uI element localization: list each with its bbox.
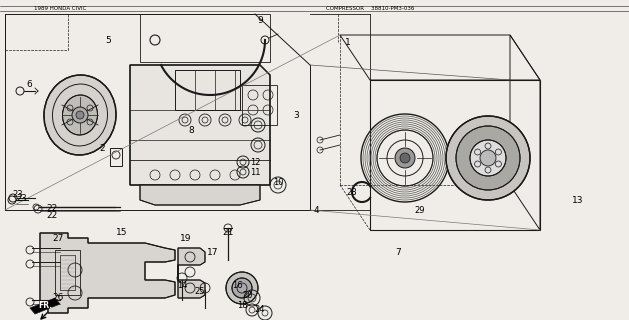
Text: 26: 26 <box>52 293 64 302</box>
FancyArrowPatch shape <box>41 312 48 319</box>
Circle shape <box>470 140 506 176</box>
Text: 10: 10 <box>273 178 283 187</box>
Circle shape <box>72 107 88 123</box>
Text: FR.: FR. <box>38 301 52 310</box>
Circle shape <box>76 111 84 119</box>
Text: 13: 13 <box>572 196 584 204</box>
Bar <box>140 14 270 62</box>
Bar <box>55 250 80 295</box>
Ellipse shape <box>44 75 116 155</box>
Text: 29: 29 <box>415 205 425 214</box>
Polygon shape <box>130 65 270 185</box>
Text: 2: 2 <box>99 143 105 153</box>
Circle shape <box>395 148 415 168</box>
Text: 15: 15 <box>116 228 128 236</box>
Polygon shape <box>140 185 260 205</box>
Circle shape <box>480 150 496 166</box>
Text: 6: 6 <box>26 79 32 89</box>
Text: 1: 1 <box>345 37 351 46</box>
Text: 5: 5 <box>105 36 111 44</box>
Text: 18: 18 <box>237 300 247 309</box>
Bar <box>242 85 277 125</box>
Text: 24: 24 <box>255 306 265 315</box>
Circle shape <box>456 126 520 190</box>
Bar <box>60 255 75 290</box>
Text: 20: 20 <box>243 291 253 300</box>
Text: 27: 27 <box>52 234 64 243</box>
Text: COMPRESSOR    38810-PM3-036: COMPRESSOR 38810-PM3-036 <box>326 6 414 11</box>
Text: 22: 22 <box>47 211 58 220</box>
Bar <box>110 148 122 166</box>
Circle shape <box>400 153 410 163</box>
Text: 8: 8 <box>188 125 194 134</box>
Circle shape <box>232 278 252 298</box>
Polygon shape <box>30 298 60 314</box>
Text: 23: 23 <box>13 189 23 198</box>
Text: 12: 12 <box>250 157 260 166</box>
Text: 9: 9 <box>257 15 263 25</box>
Text: 7: 7 <box>395 247 401 257</box>
Text: 23: 23 <box>17 194 27 203</box>
Polygon shape <box>178 248 205 298</box>
Polygon shape <box>40 233 175 313</box>
Text: 28: 28 <box>347 188 357 196</box>
Circle shape <box>226 272 258 304</box>
Text: 4: 4 <box>313 205 319 214</box>
Bar <box>175 70 240 110</box>
Text: 16: 16 <box>231 281 242 290</box>
Text: 19: 19 <box>181 234 192 243</box>
Text: 3: 3 <box>293 110 299 119</box>
Text: 11: 11 <box>250 167 260 177</box>
Circle shape <box>446 116 530 200</box>
Ellipse shape <box>62 95 97 135</box>
Text: 1989 HONDA CIVIC: 1989 HONDA CIVIC <box>34 6 86 11</box>
Text: 22: 22 <box>47 204 58 212</box>
Text: 14: 14 <box>177 281 187 290</box>
Text: 17: 17 <box>207 247 219 257</box>
Text: 25: 25 <box>195 287 205 297</box>
Text: 21: 21 <box>222 228 234 236</box>
